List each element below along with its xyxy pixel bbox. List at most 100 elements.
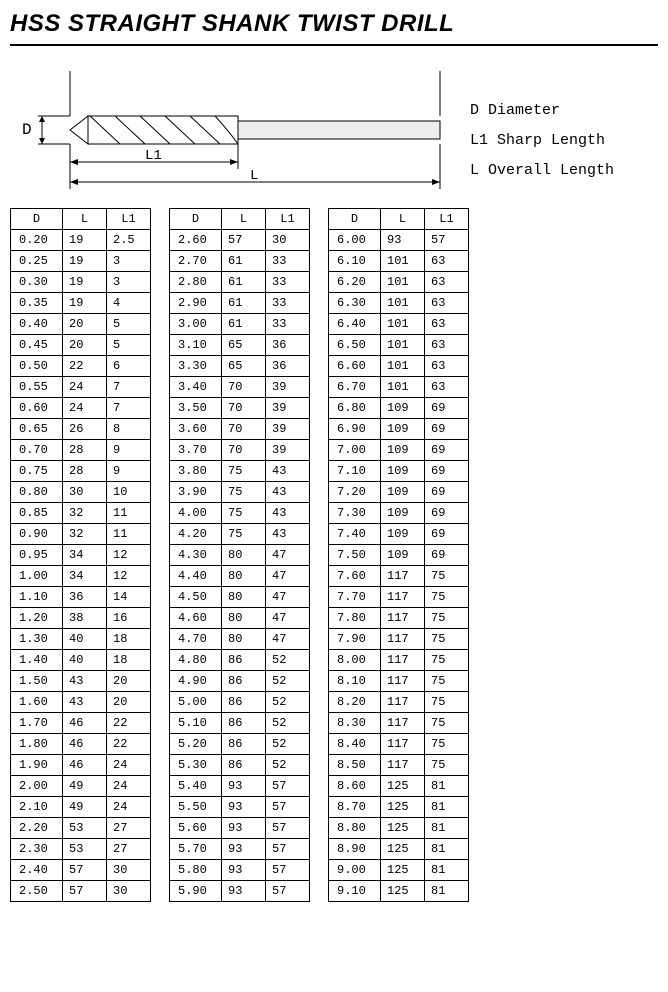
table-row: 0.65268 (11, 419, 151, 440)
cell-d: 1.10 (11, 587, 63, 608)
diagram-area: D L1 L D Diameter L1 Sharp Length L Over (10, 66, 658, 196)
cell-l1: 75 (425, 755, 469, 776)
cell-l1: 52 (266, 671, 310, 692)
cell-l1: 24 (107, 797, 151, 818)
cell-l1: 27 (107, 839, 151, 860)
cell-d: 6.60 (329, 356, 381, 377)
cell-l1: 75 (425, 587, 469, 608)
cell-l: 46 (63, 713, 107, 734)
table-row: 5.108652 (170, 713, 310, 734)
cell-d: 0.50 (11, 356, 63, 377)
cell-l1: 75 (425, 671, 469, 692)
cell-l1: 47 (266, 629, 310, 650)
cell-l: 109 (381, 503, 425, 524)
cell-l1: 11 (107, 524, 151, 545)
cell-l1: 63 (425, 377, 469, 398)
cell-l: 32 (63, 524, 107, 545)
cell-l: 80 (222, 545, 266, 566)
table-row: 1.704622 (11, 713, 151, 734)
cell-l: 125 (381, 776, 425, 797)
table-row: 6.2010163 (329, 272, 469, 293)
cell-l: 86 (222, 713, 266, 734)
table-row: 3.006133 (170, 314, 310, 335)
cell-l: 117 (381, 608, 425, 629)
table-row: 2.605730 (170, 230, 310, 251)
cell-d: 2.60 (170, 230, 222, 251)
table-row: 4.708047 (170, 629, 310, 650)
table-row: 0.60247 (11, 398, 151, 419)
table-row: 1.103614 (11, 587, 151, 608)
table-row: 7.5010969 (329, 545, 469, 566)
table-row: 0.55247 (11, 377, 151, 398)
table-row: 1.504320 (11, 671, 151, 692)
col-header-l: L (222, 209, 266, 230)
table-row: 0.75289 (11, 461, 151, 482)
table-row: 1.604320 (11, 692, 151, 713)
cell-l: 57 (63, 860, 107, 881)
cell-d: 7.00 (329, 440, 381, 461)
cell-l: 101 (381, 377, 425, 398)
cell-d: 1.40 (11, 650, 63, 671)
cell-l: 38 (63, 608, 107, 629)
cell-d: 8.40 (329, 734, 381, 755)
table-row: 4.508047 (170, 587, 310, 608)
cell-d: 9.10 (329, 881, 381, 902)
diagram-label-l: L (250, 168, 258, 184)
cell-l1: 7 (107, 398, 151, 419)
cell-l1: 24 (107, 755, 151, 776)
cell-l1: 81 (425, 776, 469, 797)
cell-d: 5.50 (170, 797, 222, 818)
table-row: 8.8012581 (329, 818, 469, 839)
col-header-d: D (11, 209, 63, 230)
cell-l1: 81 (425, 797, 469, 818)
cell-l1: 9 (107, 461, 151, 482)
table-row: 2.305327 (11, 839, 151, 860)
cell-l1: 81 (425, 860, 469, 881)
table-row: 0.30193 (11, 272, 151, 293)
cell-l: 125 (381, 797, 425, 818)
cell-l: 117 (381, 671, 425, 692)
cell-l: 109 (381, 524, 425, 545)
table-row: 3.807543 (170, 461, 310, 482)
table-row: 5.409357 (170, 776, 310, 797)
cell-l: 80 (222, 629, 266, 650)
cell-d: 5.90 (170, 881, 222, 902)
cell-l: 101 (381, 251, 425, 272)
cell-l: 125 (381, 818, 425, 839)
cell-l: 28 (63, 440, 107, 461)
cell-d: 1.60 (11, 692, 63, 713)
cell-l: 93 (222, 818, 266, 839)
table-row: 5.809357 (170, 860, 310, 881)
cell-l: 117 (381, 566, 425, 587)
cell-l: 86 (222, 734, 266, 755)
cell-d: 4.90 (170, 671, 222, 692)
cell-l: 43 (63, 671, 107, 692)
table-row: 2.906133 (170, 293, 310, 314)
cell-l: 19 (63, 251, 107, 272)
spec-table: DLL10.20192.50.251930.301930.351940.4020… (10, 208, 151, 902)
cell-d: 0.60 (11, 398, 63, 419)
cell-d: 2.50 (11, 881, 63, 902)
cell-l: 117 (381, 734, 425, 755)
cell-l1: 20 (107, 671, 151, 692)
cell-l1: 69 (425, 545, 469, 566)
cell-l: 34 (63, 566, 107, 587)
cell-d: 8.50 (329, 755, 381, 776)
table-row: 0.20192.5 (11, 230, 151, 251)
cell-d: 7.30 (329, 503, 381, 524)
cell-d: 6.30 (329, 293, 381, 314)
table-row: 6.3010163 (329, 293, 469, 314)
cell-l1: 43 (266, 524, 310, 545)
cell-l1: 14 (107, 587, 151, 608)
page-title: HSS STRAIGHT SHANK TWIST DRILL (10, 10, 658, 38)
cell-l1: 33 (266, 251, 310, 272)
cell-l: 20 (63, 314, 107, 335)
legend-l1: L1 Sharp Length (470, 126, 614, 156)
cell-l: 117 (381, 713, 425, 734)
cell-d: 6.20 (329, 272, 381, 293)
cell-l: 49 (63, 797, 107, 818)
cell-l1: 63 (425, 335, 469, 356)
cell-d: 1.70 (11, 713, 63, 734)
cell-d: 3.70 (170, 440, 222, 461)
cell-d: 1.50 (11, 671, 63, 692)
